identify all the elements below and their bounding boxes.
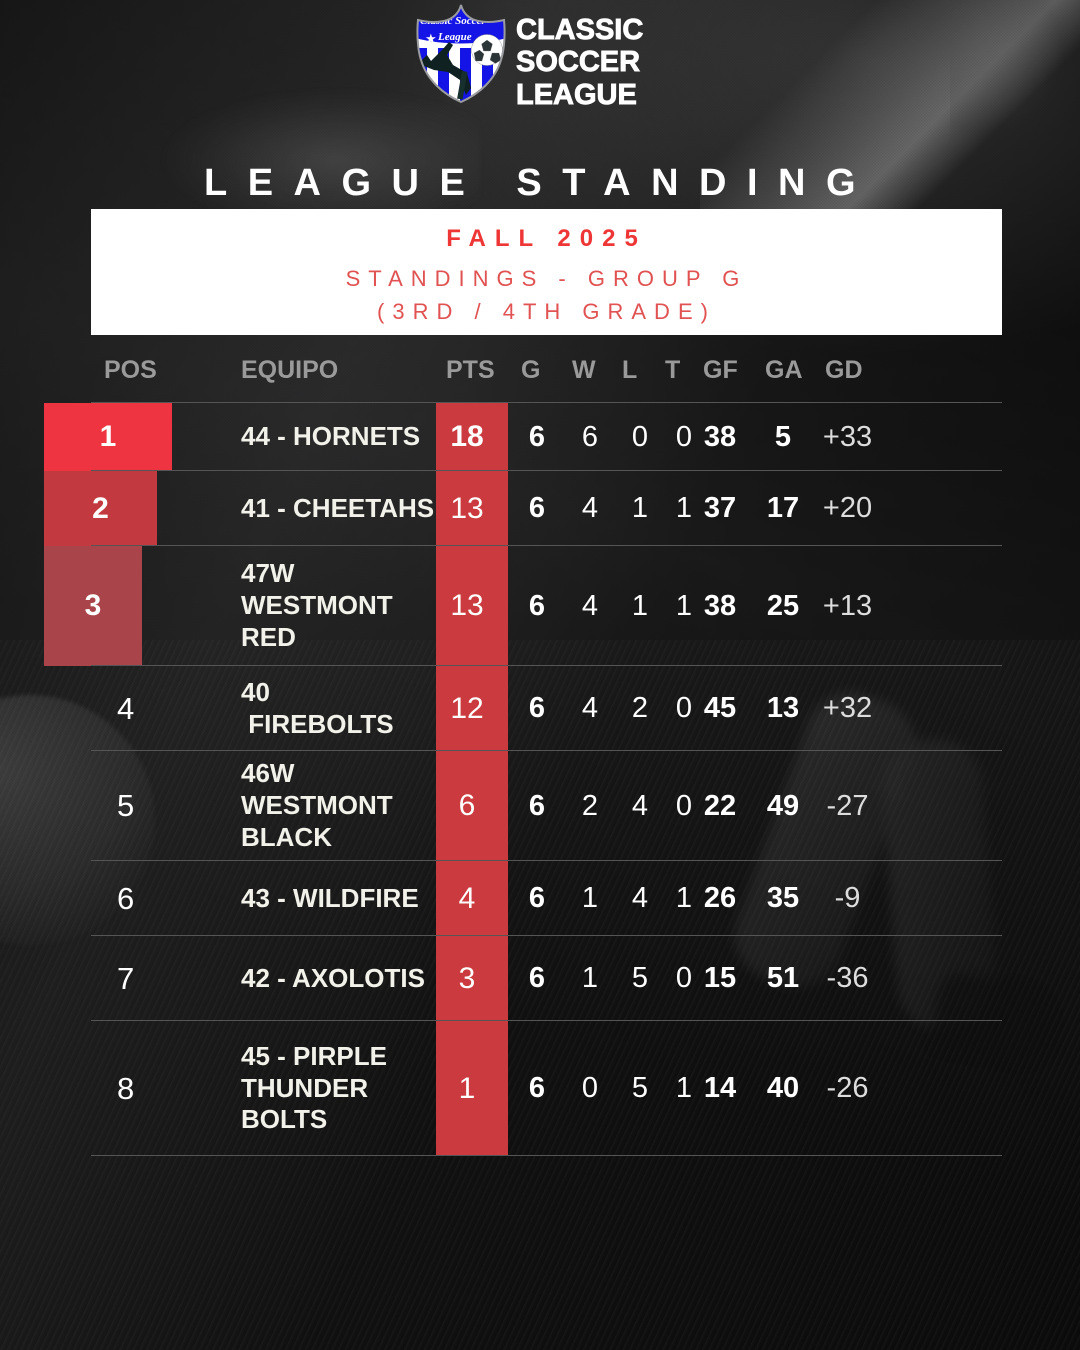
svg-text:League: League <box>437 31 472 43</box>
svg-text:★: ★ <box>425 31 437 46</box>
